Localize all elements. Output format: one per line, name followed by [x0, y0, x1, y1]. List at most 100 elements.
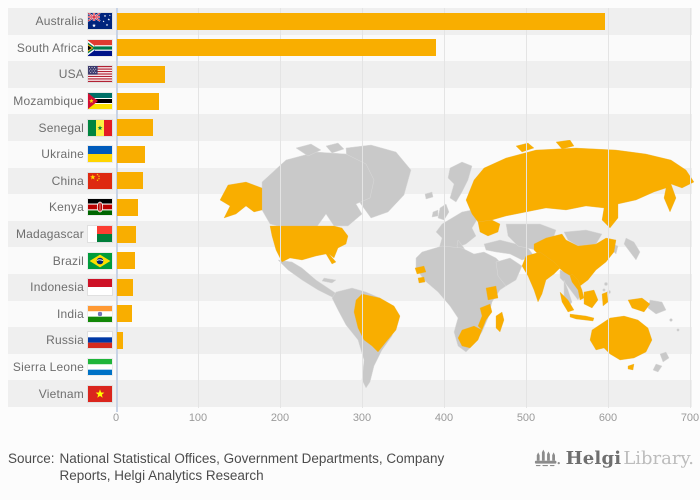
x-tick-400: 400 [434, 412, 454, 424]
map-cuba [321, 277, 337, 284]
map-europe [435, 209, 479, 257]
chart-row-mozambique[interactable]: Mozambique [8, 87, 692, 115]
map-mozambique [477, 303, 493, 331]
senegal-flag [88, 119, 112, 136]
map-russia [465, 147, 695, 229]
gridline-200 [280, 8, 281, 408]
map-alaska [219, 181, 263, 219]
category-label: Madagascar [15, 227, 84, 242]
bar-indonesia[interactable] [117, 278, 133, 296]
bar-usa[interactable] [117, 66, 166, 83]
category-label: India [56, 306, 84, 321]
x-tick-300: 300 [352, 412, 372, 424]
bar-south-africa[interactable] [117, 39, 436, 57]
category-label: Kenya [48, 200, 84, 215]
x-tick-200: 200 [270, 412, 290, 424]
x-tick-700: 700 [680, 412, 700, 424]
china-flag [88, 172, 112, 189]
map-madagascar [495, 311, 505, 333]
category-label: South Africa [16, 40, 84, 55]
gridline-700 [690, 8, 691, 408]
map-senegal [414, 265, 427, 275]
category-label: Sierra Leone [12, 360, 84, 375]
map-vietnam [569, 273, 585, 301]
map-arabia [495, 257, 523, 287]
bar-russia[interactable] [117, 332, 123, 349]
chart-row-vietnam[interactable]: Vietnam [8, 380, 692, 407]
india-flag [88, 305, 112, 322]
x-tick-100: 100 [188, 412, 208, 424]
madagascar-flag [88, 226, 112, 243]
x-tick-0: 0 [112, 412, 120, 424]
map-scandinavia [447, 161, 473, 203]
kenya-flag [88, 199, 112, 216]
brazil-flag [88, 252, 112, 269]
category-label: USA [58, 67, 84, 82]
x-tick-500: 500 [516, 412, 536, 424]
russia-flag [88, 332, 112, 349]
logo-text-primary: Helgi [565, 447, 622, 469]
bar-brazil[interactable] [117, 252, 136, 270]
map-brazil [353, 293, 401, 353]
map-kenya [485, 285, 499, 301]
gridline-300 [362, 8, 363, 408]
bar-madagascar[interactable] [117, 225, 136, 243]
category-label: Brazil [52, 253, 84, 268]
category-label: Mozambique [13, 94, 84, 109]
gridline-500 [526, 8, 527, 408]
bar-india[interactable] [117, 305, 132, 323]
map-borneo [583, 289, 599, 309]
source-text: National Statistical Offices, Government… [59, 451, 445, 483]
gridline-600 [608, 8, 609, 408]
bar-china[interactable] [117, 172, 144, 190]
category-label: Ukraine [41, 147, 84, 162]
category-label: Australia [35, 14, 84, 29]
vietnam-flag [88, 385, 112, 402]
map-ukraine [477, 219, 501, 237]
bar-senegal[interactable] [117, 119, 154, 137]
map-uk [437, 203, 450, 221]
map-africa [415, 245, 513, 353]
south-africa-flag [88, 39, 112, 56]
chart-row-senegal[interactable]: Senegal [8, 114, 692, 141]
category-label: Senegal [38, 120, 84, 135]
source-prefix: Source: [8, 451, 55, 466]
map-japan [623, 237, 641, 261]
map-png [647, 299, 667, 315]
category-label: China [51, 173, 84, 188]
map-canada [261, 151, 375, 229]
map-usa [269, 225, 349, 265]
map-sierra-leone [417, 276, 426, 284]
helgilibrary-logo[interactable]: Helgi Library. [534, 447, 694, 469]
indonesia-flag [88, 279, 112, 296]
world-map[interactable] [166, 140, 696, 390]
ukraine-flag [88, 146, 112, 163]
category-label: Russia [46, 333, 84, 348]
map-south-africa [457, 325, 483, 349]
map-new-zealand [659, 351, 670, 363]
source-note: Source: National Statistical Offices, Go… [8, 450, 492, 484]
chart-row-sierra-leone[interactable]: Sierra Leone [8, 353, 692, 381]
usa-flag [88, 66, 112, 83]
australia-flag [88, 13, 112, 30]
map-iceland [424, 191, 434, 200]
sierra-leone-flag [88, 359, 112, 376]
x-tick-600: 600 [598, 412, 618, 424]
category-label: Vietnam [38, 386, 84, 401]
map-tasmania [627, 363, 635, 371]
chart-row-usa[interactable]: USA [8, 61, 692, 88]
map-mexico-central-america [277, 259, 343, 299]
category-label: Indonesia [30, 280, 84, 295]
map-java [569, 313, 595, 322]
map-papua [627, 297, 651, 313]
mozambique-flag [88, 93, 112, 110]
logo-text-secondary: Library. [623, 447, 694, 469]
map-sumatra [559, 291, 575, 313]
map-india [521, 251, 561, 303]
bar-australia[interactable] [117, 12, 605, 30]
bar-mozambique[interactable] [117, 92, 159, 110]
bar-ukraine[interactable] [117, 145, 145, 163]
bar-kenya[interactable] [117, 199, 138, 216]
bridge-icon [534, 449, 560, 467]
